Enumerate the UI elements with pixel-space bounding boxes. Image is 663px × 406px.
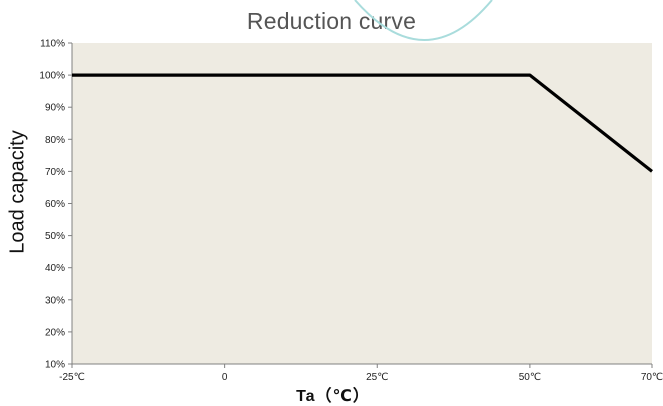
y-tick-label: 70% [45,167,65,178]
y-tick-label: 30% [45,295,65,306]
y-tick-label: 50% [45,231,65,242]
y-tick-label: 60% [45,199,65,210]
y-tick-label: 80% [45,135,65,146]
y-tick-label: 10% [45,360,65,371]
y-tick-label: 100% [39,71,65,82]
series-line [72,73,653,173]
x-tick-label: -25℃ [59,372,85,383]
x-tick-label: 25℃ [366,372,388,383]
x-tick-label: 0 [222,372,228,383]
x-tick-label: 70℃ [641,372,663,383]
x-tick-label: 50℃ [519,372,541,383]
plot-background [72,43,652,364]
x-axis-label: Ta（℃） [296,388,370,405]
decorative-arc [354,0,493,41]
y-tick-label: 40% [45,263,65,274]
y-tick-label: 20% [45,327,65,338]
y-tick-label: 90% [45,103,65,114]
y-tick-label: 110% [40,39,65,50]
